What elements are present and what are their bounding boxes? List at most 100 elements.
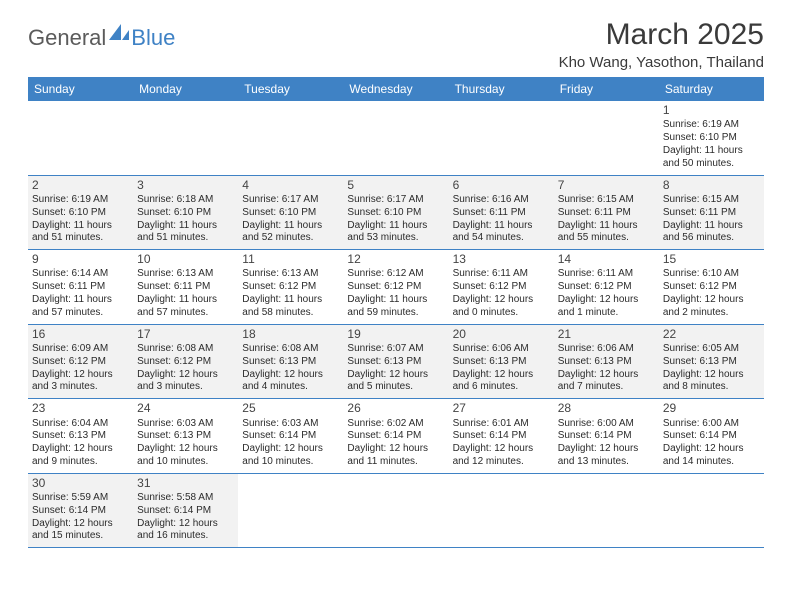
day-header: Thursday	[449, 77, 554, 101]
day-number: 25	[242, 401, 339, 416]
sunrise-text: Sunrise: 6:17 AM	[242, 194, 339, 207]
day-number: 7	[558, 178, 655, 193]
sunrise-text: Sunrise: 6:06 AM	[453, 343, 550, 356]
day-number: 4	[242, 178, 339, 193]
calendar-cell: 16Sunrise: 6:09 AMSunset: 6:12 PMDayligh…	[28, 325, 133, 399]
day-number: 17	[137, 327, 234, 342]
calendar-cell: 17Sunrise: 6:08 AMSunset: 6:12 PMDayligh…	[133, 325, 238, 399]
daylight-text: Daylight: 12 hours and 15 minutes.	[32, 518, 129, 544]
sunrise-text: Sunrise: 6:08 AM	[242, 343, 339, 356]
calendar-cell: 29Sunrise: 6:00 AMSunset: 6:14 PMDayligh…	[659, 399, 764, 473]
sunrise-text: Sunrise: 6:02 AM	[347, 418, 444, 431]
calendar-cell: 8Sunrise: 6:15 AMSunset: 6:11 PMDaylight…	[659, 176, 764, 250]
sunrise-text: Sunrise: 6:11 AM	[453, 268, 550, 281]
calendar-cell: 30Sunrise: 5:59 AMSunset: 6:14 PMDayligh…	[28, 474, 133, 548]
sunset-text: Sunset: 6:14 PM	[453, 430, 550, 443]
sunrise-text: Sunrise: 6:14 AM	[32, 268, 129, 281]
daylight-text: Daylight: 12 hours and 6 minutes.	[453, 369, 550, 395]
calendar-week: 2Sunrise: 6:19 AMSunset: 6:10 PMDaylight…	[28, 176, 764, 251]
sunrise-text: Sunrise: 6:01 AM	[453, 418, 550, 431]
sunrise-text: Sunrise: 6:16 AM	[453, 194, 550, 207]
calendar-cell: 9Sunrise: 6:14 AMSunset: 6:11 PMDaylight…	[28, 250, 133, 324]
day-number: 9	[32, 252, 129, 267]
sunset-text: Sunset: 6:12 PM	[32, 356, 129, 369]
daylight-text: Daylight: 11 hours and 55 minutes.	[558, 220, 655, 246]
daylight-text: Daylight: 12 hours and 3 minutes.	[32, 369, 129, 395]
sunrise-text: Sunrise: 6:11 AM	[558, 268, 655, 281]
sunset-text: Sunset: 6:10 PM	[137, 207, 234, 220]
sunrise-text: Sunrise: 5:59 AM	[32, 492, 129, 505]
logo-text-blue: Blue	[131, 25, 175, 51]
day-number: 29	[663, 401, 760, 416]
header: General Blue March 2025 Kho Wang, Yasoth…	[28, 18, 764, 71]
logo: General Blue	[28, 18, 175, 51]
sunset-text: Sunset: 6:13 PM	[137, 430, 234, 443]
calendar-cell-empty	[659, 474, 764, 548]
calendar-cell: 19Sunrise: 6:07 AMSunset: 6:13 PMDayligh…	[343, 325, 448, 399]
day-number: 8	[663, 178, 760, 193]
sunset-text: Sunset: 6:14 PM	[242, 430, 339, 443]
day-header: Saturday	[659, 77, 764, 101]
sunrise-text: Sunrise: 5:58 AM	[137, 492, 234, 505]
calendar-week: 30Sunrise: 5:59 AMSunset: 6:14 PMDayligh…	[28, 474, 764, 549]
sunrise-text: Sunrise: 6:07 AM	[347, 343, 444, 356]
sunrise-text: Sunrise: 6:15 AM	[663, 194, 760, 207]
daylight-text: Daylight: 12 hours and 12 minutes.	[453, 443, 550, 469]
sunset-text: Sunset: 6:12 PM	[453, 281, 550, 294]
sunset-text: Sunset: 6:12 PM	[137, 356, 234, 369]
calendar-cell: 28Sunrise: 6:00 AMSunset: 6:14 PMDayligh…	[554, 399, 659, 473]
calendar-cell: 6Sunrise: 6:16 AMSunset: 6:11 PMDaylight…	[449, 176, 554, 250]
sunset-text: Sunset: 6:11 PM	[137, 281, 234, 294]
daylight-text: Daylight: 12 hours and 5 minutes.	[347, 369, 444, 395]
calendar-cell: 24Sunrise: 6:03 AMSunset: 6:13 PMDayligh…	[133, 399, 238, 473]
day-header: Friday	[554, 77, 659, 101]
day-header: Wednesday	[343, 77, 448, 101]
sunrise-text: Sunrise: 6:13 AM	[242, 268, 339, 281]
daylight-text: Daylight: 12 hours and 4 minutes.	[242, 369, 339, 395]
daylight-text: Daylight: 12 hours and 9 minutes.	[32, 443, 129, 469]
daylight-text: Daylight: 12 hours and 13 minutes.	[558, 443, 655, 469]
sunrise-text: Sunrise: 6:17 AM	[347, 194, 444, 207]
calendar-cell: 21Sunrise: 6:06 AMSunset: 6:13 PMDayligh…	[554, 325, 659, 399]
day-number: 3	[137, 178, 234, 193]
sunrise-text: Sunrise: 6:00 AM	[663, 418, 760, 431]
sunset-text: Sunset: 6:13 PM	[453, 356, 550, 369]
calendar-cell: 18Sunrise: 6:08 AMSunset: 6:13 PMDayligh…	[238, 325, 343, 399]
calendar: SundayMondayTuesdayWednesdayThursdayFrid…	[28, 77, 764, 548]
calendar-body: 1Sunrise: 6:19 AMSunset: 6:10 PMDaylight…	[28, 101, 764, 548]
daylight-text: Daylight: 12 hours and 11 minutes.	[347, 443, 444, 469]
day-number: 5	[347, 178, 444, 193]
day-number: 10	[137, 252, 234, 267]
calendar-cell: 5Sunrise: 6:17 AMSunset: 6:10 PMDaylight…	[343, 176, 448, 250]
day-header-row: SundayMondayTuesdayWednesdayThursdayFrid…	[28, 77, 764, 101]
calendar-cell: 31Sunrise: 5:58 AMSunset: 6:14 PMDayligh…	[133, 474, 238, 548]
sunrise-text: Sunrise: 6:04 AM	[32, 418, 129, 431]
daylight-text: Daylight: 11 hours and 56 minutes.	[663, 220, 760, 246]
sunrise-text: Sunrise: 6:08 AM	[137, 343, 234, 356]
calendar-cell: 15Sunrise: 6:10 AMSunset: 6:12 PMDayligh…	[659, 250, 764, 324]
sunset-text: Sunset: 6:12 PM	[242, 281, 339, 294]
sunset-text: Sunset: 6:13 PM	[558, 356, 655, 369]
sunset-text: Sunset: 6:12 PM	[347, 281, 444, 294]
daylight-text: Daylight: 11 hours and 51 minutes.	[137, 220, 234, 246]
day-header: Tuesday	[238, 77, 343, 101]
sunset-text: Sunset: 6:11 PM	[453, 207, 550, 220]
daylight-text: Daylight: 12 hours and 10 minutes.	[137, 443, 234, 469]
day-number: 1	[663, 103, 760, 118]
day-number: 28	[558, 401, 655, 416]
calendar-cell-empty	[554, 474, 659, 548]
day-number: 30	[32, 476, 129, 491]
day-number: 2	[32, 178, 129, 193]
daylight-text: Daylight: 12 hours and 14 minutes.	[663, 443, 760, 469]
sunset-text: Sunset: 6:13 PM	[663, 356, 760, 369]
daylight-text: Daylight: 12 hours and 3 minutes.	[137, 369, 234, 395]
sunset-text: Sunset: 6:13 PM	[32, 430, 129, 443]
sunset-text: Sunset: 6:13 PM	[347, 356, 444, 369]
sunrise-text: Sunrise: 6:12 AM	[347, 268, 444, 281]
daylight-text: Daylight: 12 hours and 10 minutes.	[242, 443, 339, 469]
calendar-cell-empty	[133, 101, 238, 175]
sunset-text: Sunset: 6:12 PM	[558, 281, 655, 294]
calendar-cell: 25Sunrise: 6:03 AMSunset: 6:14 PMDayligh…	[238, 399, 343, 473]
sunrise-text: Sunrise: 6:18 AM	[137, 194, 234, 207]
sunset-text: Sunset: 6:11 PM	[32, 281, 129, 294]
